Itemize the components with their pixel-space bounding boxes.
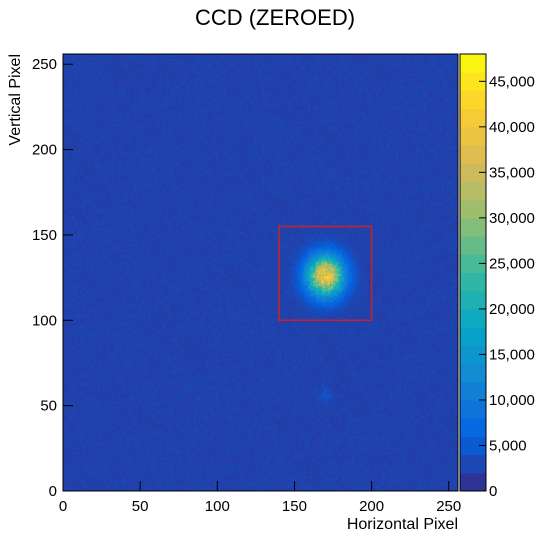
y-axis: 0 50 100 150 200 250 bbox=[32, 56, 73, 500]
colorbar-band-9 bbox=[460, 308, 486, 328]
plot-frame bbox=[62, 53, 459, 492]
colorbar-band-23 bbox=[460, 54, 486, 73]
colorbar-tick-label-2: 10,000 bbox=[489, 392, 535, 409]
colorbar-band-5 bbox=[460, 381, 486, 401]
x-tick-label-2: 100 bbox=[205, 498, 230, 515]
x-tick-label-0: 0 bbox=[59, 498, 67, 515]
colorbar-tick-label-8: 40,000 bbox=[489, 119, 535, 136]
colorbar-band-2 bbox=[460, 436, 486, 456]
y-tick-label-2: 100 bbox=[32, 312, 57, 329]
colorbar-band-4 bbox=[460, 399, 486, 419]
colorbar-tick-label-0: 0 bbox=[489, 483, 497, 500]
colorbar-band-11 bbox=[460, 272, 486, 292]
colorbar-tick-label-3: 15,000 bbox=[489, 346, 535, 363]
colorbar-band-21 bbox=[460, 90, 486, 110]
colorbar-band-17 bbox=[460, 163, 486, 182]
colorbar-band-16 bbox=[460, 181, 486, 201]
x-axis: 0 50 100 150 200 250 bbox=[59, 481, 461, 515]
colorbar-band-20 bbox=[460, 108, 486, 128]
plot-area bbox=[62, 53, 459, 492]
colorbar-band-10 bbox=[460, 290, 486, 310]
colorbar-tick-label-1: 5,000 bbox=[489, 437, 527, 454]
colorbar-tick-label-4: 20,000 bbox=[489, 301, 535, 318]
colorbar-band-0 bbox=[460, 472, 486, 492]
colorbar-band-13 bbox=[460, 236, 486, 255]
x-tick-label-3: 150 bbox=[282, 498, 307, 515]
y-tick-label-0: 0 bbox=[49, 483, 57, 500]
y-tick-label-4: 200 bbox=[32, 142, 57, 159]
colorbar-band-7 bbox=[460, 345, 486, 365]
colorbar-band-22 bbox=[460, 72, 486, 91]
colorbar-tick-label-9: 45,000 bbox=[489, 73, 535, 90]
roi-box bbox=[278, 225, 373, 322]
y-tick-label-5: 250 bbox=[32, 56, 57, 73]
colorbar-tick-label-7: 35,000 bbox=[489, 164, 535, 181]
colorbar-tick-label-6: 30,000 bbox=[489, 210, 535, 227]
x-axis-title: Horizontal Pixel bbox=[347, 516, 458, 533]
colorbar-band-1 bbox=[460, 454, 486, 474]
colorbar-band-18 bbox=[460, 145, 486, 164]
x-tick-label-1: 50 bbox=[132, 498, 149, 515]
colorbar-band-3 bbox=[460, 418, 486, 437]
y-axis-title: Vertical Pixel bbox=[7, 54, 24, 146]
colorbar-band-12 bbox=[460, 254, 486, 273]
colorbar-tick-label-5: 25,000 bbox=[489, 255, 535, 272]
y-tick-label-3: 150 bbox=[32, 227, 57, 244]
colorbar-band-8 bbox=[460, 327, 486, 346]
chart-title: CCD (ZEROED) bbox=[195, 5, 355, 30]
colorbar-ticks: 0 5,000 10,000 15,000 20,000 25,000 30,000 35,0… bbox=[479, 73, 535, 500]
colorbar: 0 5,000 10,000 15,000 20,000 25,000 30,000 35,0… bbox=[459, 53, 535, 500]
colorbar-bands bbox=[460, 54, 486, 492]
colorbar-band-6 bbox=[460, 363, 486, 383]
heatmap-image bbox=[63, 54, 458, 491]
colorbar-frame bbox=[459, 53, 487, 492]
colorbar-band-15 bbox=[460, 199, 486, 219]
colorbar-band-19 bbox=[460, 126, 486, 146]
colorbar-band-14 bbox=[460, 217, 486, 237]
x-tick-label-4: 200 bbox=[359, 498, 384, 515]
y-tick-label-1: 50 bbox=[40, 398, 57, 415]
x-tick-label-5: 250 bbox=[436, 498, 461, 515]
